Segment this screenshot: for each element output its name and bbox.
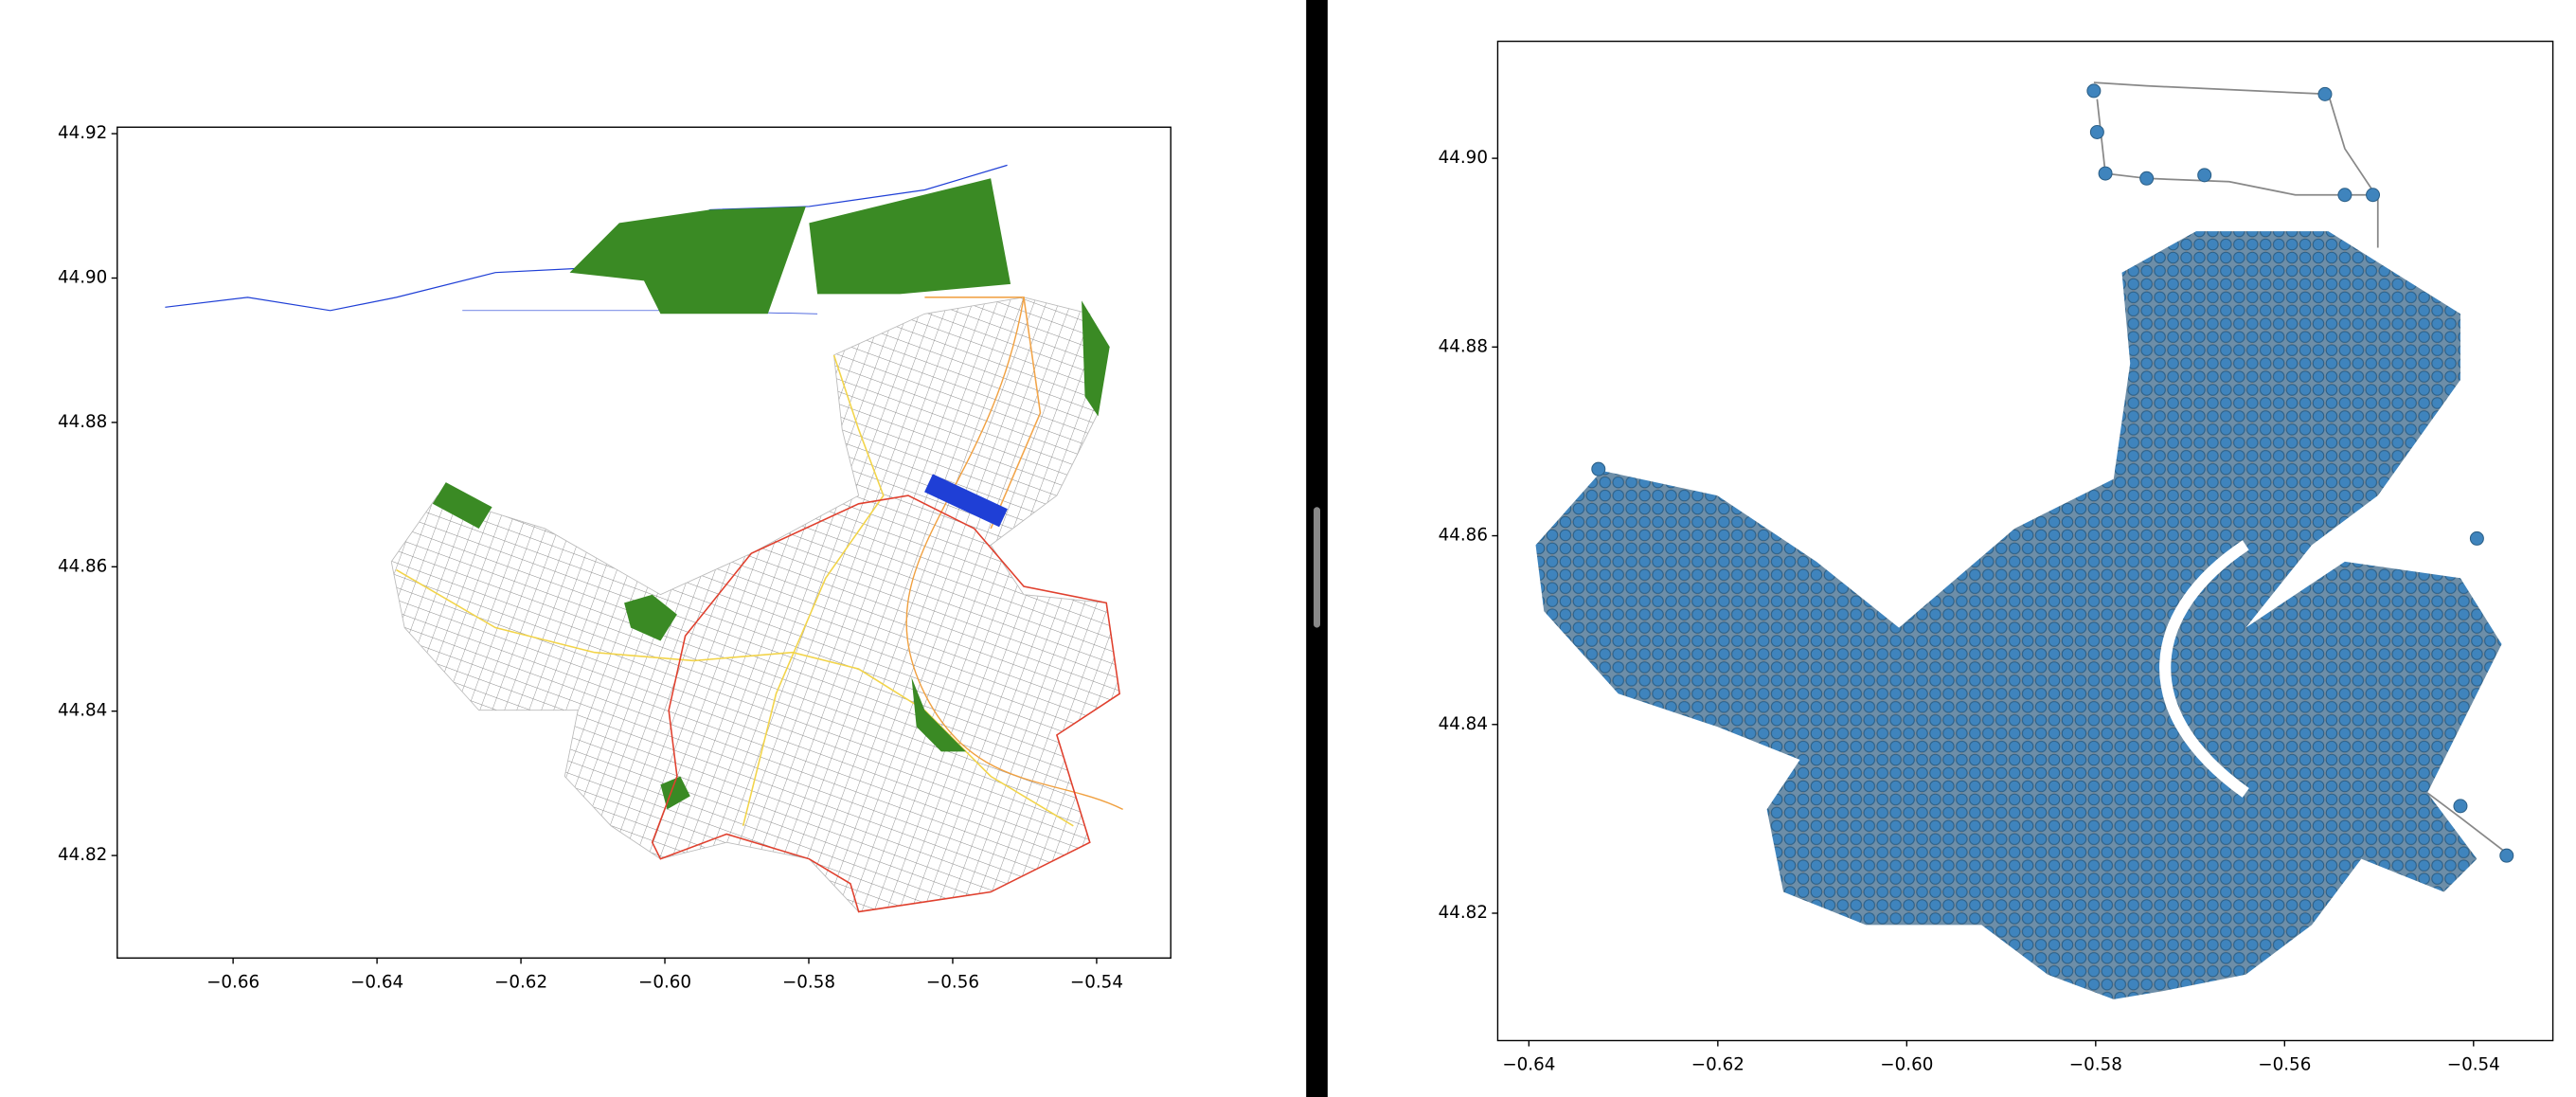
river [165, 164, 1008, 312]
x-tick-label: −0.56 [926, 972, 979, 992]
x-tick-label: −0.54 [1070, 972, 1123, 992]
canvas: −0.66 −0.64 −0.62 −0.60 −0.58 −0.56 −0.54 44.82… [58, 0, 2554, 1097]
park [911, 676, 967, 752]
water [924, 474, 1008, 528]
x-tick-label: −0.60 [1880, 1055, 1933, 1075]
park [432, 482, 492, 529]
plot-frame [116, 126, 1172, 959]
x-tick-label: −0.56 [2258, 1055, 2311, 1075]
y-tick-label: 44.84 [1439, 714, 1488, 734]
y-tick-label: 44.92 [58, 123, 107, 143]
park [1082, 300, 1110, 417]
city-boundary [651, 495, 1121, 913]
axes-layer: −0.66 −0.64 −0.62 −0.60 −0.58 −0.56 −0.54 44.82… [58, 40, 2554, 1075]
map-layers [165, 164, 1123, 913]
park [624, 594, 677, 641]
edge [2093, 81, 2379, 248]
y-tick-label: 44.86 [1439, 526, 1488, 546]
x-tick-label: −0.62 [494, 972, 547, 992]
garonne [905, 297, 1123, 810]
y-tick-label: 44.88 [58, 412, 107, 432]
park [809, 178, 1011, 295]
x-tick-label: −0.58 [782, 972, 835, 992]
node-cloud [1535, 231, 2502, 999]
x-tick-label: −0.54 [2447, 1055, 2500, 1075]
x-tick-label: −0.62 [1691, 1055, 1744, 1075]
street-area [390, 297, 1120, 912]
x-tick-label: −0.66 [206, 972, 259, 992]
main-road [396, 568, 1074, 827]
main-road [924, 297, 1042, 530]
x-tick-label: −0.64 [1502, 1055, 1555, 1075]
edge [2426, 792, 2511, 856]
y-tick-label: 44.82 [1439, 903, 1488, 923]
forest [569, 206, 806, 315]
scrollbar[interactable] [1314, 507, 1321, 628]
plot-frame [1496, 40, 2554, 1042]
y-tick-label: 44.90 [1439, 148, 1488, 168]
y-tick-label: 44.82 [58, 845, 107, 865]
network-layers [1535, 81, 2514, 999]
river-gap [2159, 540, 2249, 798]
y-tick-label: 44.88 [1439, 336, 1488, 356]
x-tick-label: −0.58 [2069, 1055, 2122, 1075]
y-tick-label: 44.84 [58, 701, 107, 721]
y-tick-label: 44.90 [58, 268, 107, 288]
edge [2096, 99, 2370, 196]
main-road [742, 354, 885, 826]
nodes [1591, 83, 2514, 863]
y-tick-label: 44.86 [58, 556, 107, 576]
x-tick-label: −0.64 [350, 972, 403, 992]
x-tick-label: −0.60 [638, 972, 691, 992]
